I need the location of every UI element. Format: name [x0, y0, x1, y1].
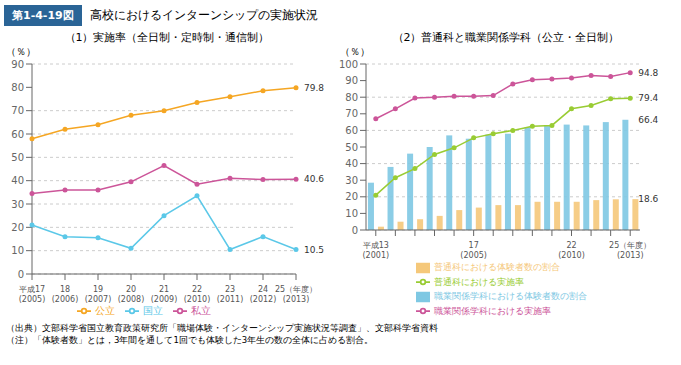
svg-text:18.6: 18.6 [638, 194, 658, 204]
svg-text:23(2011): 23(2011) [217, 285, 244, 304]
svg-text:40.6: 40.6 [304, 174, 324, 184]
svg-text:94.8: 94.8 [638, 68, 658, 78]
svg-text:22(2010): 22(2010) [184, 285, 211, 304]
svg-text:0: 0 [18, 269, 24, 280]
svg-text:90: 90 [345, 75, 358, 86]
svg-text:10: 10 [11, 245, 24, 256]
html-text:（2）普通科と職業関係学科（公立・全日制）: （2）普通科と職業関係学科（公立・全日制） [392, 31, 620, 44]
svg-text:20: 20 [11, 222, 24, 233]
html-text:（出典）文部科学省国立教育政策研究所「職場体験・インターンシ: （出典）文部科学省国立教育政策研究所「職場体験・インターンシップ実施状況等調査」… [6, 323, 438, 333]
svg-text:66.4: 66.4 [638, 115, 658, 125]
svg-text:24(2012): 24(2012) [250, 285, 277, 304]
html-text:高校におけるインターンシップの実施状況: 高校におけるインターンシップの実施状況 [89, 7, 318, 22]
svg-text:22(2010): 22(2010) [558, 241, 585, 260]
svg-text:80: 80 [345, 92, 358, 103]
svg-text:25（年度）(2013): 25（年度）(2013) [609, 241, 651, 260]
html-text:普通科における実施率: 普通科における実施率 [433, 276, 524, 287]
svg-text:100: 100 [339, 59, 358, 70]
html-text:公立: 公立 [95, 305, 115, 316]
svg-text:平成13(2001): 平成13(2001) [362, 241, 389, 260]
html-text:（1）実施率（全日制・定時制・通信制）: （1）実施率（全日制・定時制・通信制） [64, 31, 270, 44]
svg-text:10: 10 [345, 208, 358, 219]
svg-text:60: 60 [345, 125, 358, 136]
svg-text:30: 30 [11, 199, 24, 210]
html-text:普通科における体験者数の割合: 普通科における体験者数の割合 [433, 262, 560, 272]
svg-text:平成17(2005): 平成17(2005) [19, 285, 46, 304]
svg-text:20(2008): 20(2008) [118, 285, 145, 304]
html-text:私立: 私立 [191, 305, 211, 316]
html-text:国立: 国立 [143, 305, 163, 316]
svg-text:18(2006): 18(2006) [52, 285, 79, 304]
svg-text:79.4: 79.4 [638, 93, 658, 103]
svg-text:25（年度）(2013): 25（年度）(2013) [275, 285, 317, 304]
svg-text:50: 50 [345, 142, 358, 153]
html-text:第1-4-19図: 第1-4-19図 [12, 8, 74, 22]
html-text:（注）「体験者数」とは，3年間を通して1回でも体験した3年生: （注）「体験者数」とは，3年間を通して1回でも体験した3年生の数の全体に占める割… [6, 335, 374, 345]
svg-text:21(2009): 21(2009) [151, 285, 178, 304]
svg-text:20: 20 [345, 191, 358, 202]
svg-text:40: 40 [11, 175, 24, 186]
svg-text:79.8: 79.8 [304, 83, 324, 93]
svg-text:19(2007): 19(2007) [85, 285, 112, 304]
svg-text:60: 60 [11, 129, 24, 140]
svg-text:50: 50 [11, 152, 24, 163]
svg-text:17(2005): 17(2005) [460, 241, 487, 260]
svg-text:70: 70 [11, 105, 24, 116]
html-text:職業関係学科における実施率: 職業関係学科における実施率 [433, 305, 551, 316]
svg-text:10.5: 10.5 [304, 245, 324, 255]
svg-text:30: 30 [345, 175, 358, 186]
svg-text:0: 0 [352, 225, 358, 236]
html-text:職業関係学科における体験者数の割合: 職業関係学科における体験者数の割合 [433, 291, 587, 301]
svg-text:40: 40 [345, 158, 358, 169]
svg-text:80: 80 [11, 82, 24, 93]
svg-text:90: 90 [11, 59, 24, 70]
svg-text:70: 70 [345, 108, 358, 119]
